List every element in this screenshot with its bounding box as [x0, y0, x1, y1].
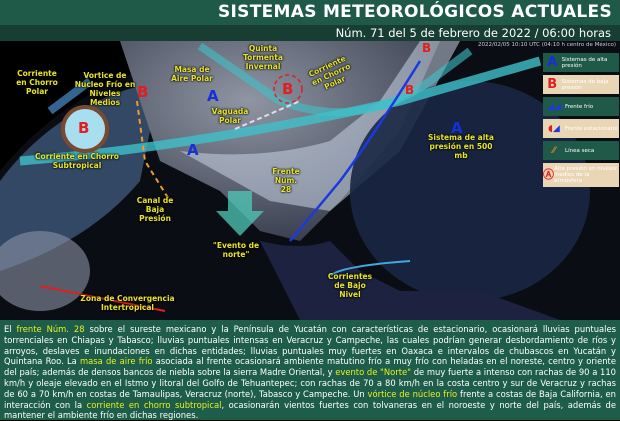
label-quinta-tormenta: Quinta Tormenta Invernal [243, 44, 283, 71]
cold-front-line [289, 60, 422, 242]
legend-label: Sistemas de alta presión [561, 56, 608, 69]
mid-level-high-icon: Ⓐ [543, 168, 555, 181]
label-chorro-polar-w: Corriente en Chorro Polar [16, 69, 58, 96]
high-pressure-symbol: A [187, 141, 199, 159]
header-bar: SISTEMAS METEOROLÓGICOS ACTUALES [0, 0, 620, 25]
bulletin-segment: sobre el sureste mexicano y la Península… [4, 324, 616, 367]
bulletin-segment: , ocasionarán vientos fuertes con tolvan… [4, 399, 616, 421]
label-evento-norte: "Evento de norte" [212, 241, 260, 259]
weather-map: 2022/02/05 10:10 UTC (04:10 h centro de … [0, 41, 620, 320]
bulletin-segment: El [4, 324, 17, 334]
label-frente: Frente Núm. 28 [272, 167, 300, 194]
legend-item-low: B Sistemas de baja presión [543, 75, 619, 94]
map-legend: A Sistemas de alta presión B Sistemas de b… [543, 53, 619, 190]
highlighted-phrase: corriente en chorro subtropical [86, 399, 222, 410]
norte-arrow [216, 191, 264, 236]
cold-front-icon: ◢◢ [547, 101, 561, 112]
high-pressure-symbol: A [207, 87, 219, 105]
legend-label: Sistemas de baja presión [561, 78, 609, 91]
highlighted-phrase: frente Núm. 28 [16, 324, 85, 334]
low-level-flow-arrow [329, 260, 411, 277]
cloud-band [180, 41, 460, 211]
label-vaguada: Vaguada Polar [211, 107, 249, 125]
stationary-front-icon: ◖◢ [548, 123, 560, 134]
legend-label: Línea seca [565, 147, 595, 154]
label-zci: Zona de Convergencia Intertropical [80, 294, 175, 312]
central-america [260, 241, 560, 320]
clouds-pacific [0, 81, 160, 271]
subtitle-bar: Núm. 71 del 5 de febrero de 2022 / 06:00… [0, 25, 620, 41]
legend-item-cold-front: ◢◢ Frente frío [543, 97, 619, 116]
bulletin-segment: frente a costas de Baja California, en i… [4, 388, 616, 410]
low-pressure-storm: B [282, 80, 294, 98]
low-pressure-vortex: B [78, 119, 90, 137]
bulletin-segment: de muy fuerte a intenso con rachas de 90… [4, 367, 616, 399]
label-corrientes-bajo: Corrientes de Bajo Nivel [327, 272, 373, 299]
label-sistema-alta: Sistema de alta presión en 500 mb [428, 133, 494, 160]
legend-item-mid-high: Ⓐ Alta presión en niveles medios de la at… [543, 163, 619, 187]
legend-item-dry-line: ⁄⁄ Línea seca [543, 141, 619, 160]
land-north-america [120, 41, 440, 241]
label-canal: Canal de Baja Presión [136, 196, 174, 223]
polar-trough [234, 100, 301, 130]
bulletin-segment: asociada al frente ocasionará ambiente m… [4, 356, 616, 378]
high-pressure-500mb: A [451, 119, 463, 137]
bulletin-number-date: Núm. 71 del 5 de febrero de 2022 / 06:00… [335, 26, 611, 40]
high-pressure-icon: A [547, 54, 558, 70]
highlighted-phrase: vórtice de núcleo frío [367, 388, 458, 399]
itcz-line [39, 285, 166, 312]
chorro-polar-west [47, 77, 93, 115]
low-pressure-symbol: B [405, 83, 415, 97]
low-pressure-symbol: B [422, 41, 432, 55]
dry-line-icon: ⁄⁄ [552, 145, 556, 156]
legend-item-high: A Sistemas de alta presión [543, 53, 619, 72]
map-graphics [0, 41, 620, 320]
low-pressure-icon: B [547, 76, 558, 92]
label-chorro-subtropical: Corriente en Chorro Subtropical [35, 152, 119, 170]
high-500mb-area [350, 81, 590, 301]
bulletin-text: El frente Núm. 28 sobre el sureste mexic… [0, 320, 620, 420]
legend-item-stationary: ◖◢ Frente estacionario [543, 119, 619, 138]
dry-line [136, 100, 171, 202]
highlighted-phrase: evento de "Norte" [335, 367, 412, 378]
legend-label: Frente frío [565, 103, 594, 110]
highlighted-phrase: masa de aire frío [80, 356, 153, 367]
vortex-low [61, 105, 109, 153]
satellite-timestamp: 2022/02/05 10:10 UTC (04:10 h centro de … [478, 42, 616, 48]
page-title: SISTEMAS METEOROLÓGICOS ACTUALES [218, 2, 612, 22]
label-masa-aire: Masa de Aire Polar [171, 65, 213, 83]
low-pressure-symbol: B [137, 83, 149, 101]
winter-storm-low [273, 74, 303, 104]
label-vortice: Vortice de Nucleo Frío en Niveles Medios [74, 71, 136, 107]
legend-label: Frente estacionario [565, 125, 618, 132]
legend-label: Alta presión en niveles medios de la atm… [554, 166, 617, 184]
